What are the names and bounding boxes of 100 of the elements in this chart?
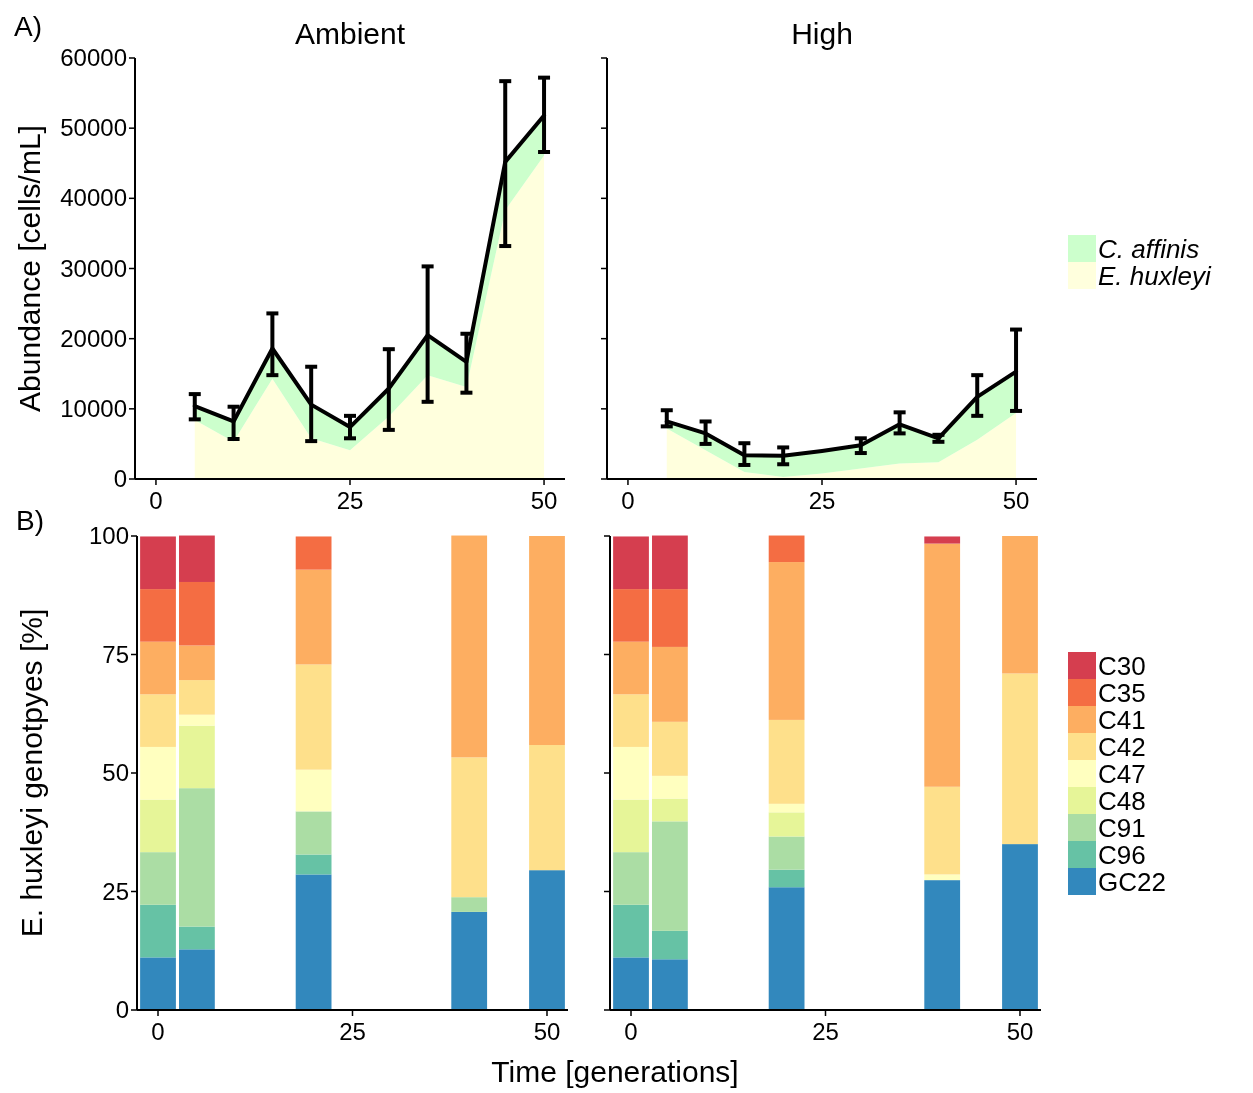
bar — [652, 821, 688, 931]
legend-label: C41 — [1098, 705, 1146, 735]
bar — [179, 645, 215, 681]
bar — [613, 746, 649, 800]
bar — [529, 745, 565, 871]
bar — [140, 904, 176, 958]
y-tick-label: 50 — [102, 759, 129, 786]
y-tick-label: 30000 — [60, 254, 127, 282]
legend-label: C30 — [1098, 651, 1146, 681]
y-tick-label: 60000 — [60, 44, 127, 71]
legend-label: C91 — [1098, 813, 1146, 843]
text: B) — [16, 505, 44, 536]
bar — [924, 543, 961, 787]
bar — [1002, 844, 1038, 1010]
legend-label: C. affinis — [1098, 234, 1200, 264]
legend-label: C47 — [1098, 759, 1146, 789]
y-tick-label: 0 — [113, 465, 127, 492]
bar — [179, 788, 215, 927]
chart-title: High — [791, 17, 853, 50]
x-axis-title: Time [generations] — [491, 1055, 739, 1088]
bar — [140, 536, 176, 590]
legend-label: C35 — [1098, 678, 1146, 708]
bar — [140, 799, 176, 853]
bar — [768, 562, 805, 720]
x-tick-label: 25 — [812, 1018, 839, 1045]
y-tick-label: 25 — [102, 877, 129, 905]
legend-label: C42 — [1098, 732, 1146, 762]
bar — [451, 535, 488, 758]
bar — [652, 589, 688, 647]
bar — [652, 930, 688, 960]
bar — [652, 535, 688, 590]
x-tick-label: 50 — [533, 1018, 561, 1045]
bar — [295, 536, 332, 570]
bar — [179, 926, 215, 950]
y-tick-label: 0 — [115, 996, 129, 1023]
bar — [295, 769, 332, 812]
legend-label: C48 — [1098, 786, 1146, 816]
bar — [529, 536, 565, 746]
bar — [924, 536, 961, 544]
bar — [768, 535, 805, 563]
legend-label: E. huxleyi — [1098, 261, 1212, 291]
legend-label: GC22 — [1098, 867, 1166, 897]
chart-title: Ambient — [294, 17, 406, 50]
bar — [613, 641, 649, 695]
y-tick-label: 50000 — [60, 114, 127, 142]
bar — [924, 786, 961, 875]
bar — [295, 854, 332, 875]
bar — [768, 812, 805, 837]
bar — [613, 957, 649, 1010]
bar — [652, 721, 688, 776]
bar — [768, 803, 805, 813]
y-tick-label: 75 — [102, 640, 129, 668]
text: A) — [14, 11, 42, 42]
bar — [179, 535, 215, 582]
bar — [179, 714, 215, 726]
x-tick-label: 25 — [339, 1018, 366, 1045]
bar — [768, 836, 805, 870]
bar — [295, 811, 332, 855]
bar — [140, 746, 176, 800]
bar — [613, 694, 649, 747]
bar — [451, 757, 488, 898]
bar — [613, 904, 649, 958]
bar — [768, 869, 805, 888]
bar — [179, 680, 215, 715]
bar — [613, 799, 649, 853]
bar — [924, 874, 961, 881]
y-tick-label: 40000 — [60, 184, 127, 212]
y-tick-label: 10000 — [60, 394, 127, 422]
y-axis-title: E. huxleyi genotpyes [%] — [14, 608, 48, 938]
y-tick-label: 100 — [88, 522, 129, 549]
bar — [924, 880, 961, 1010]
bar — [613, 852, 649, 905]
bar — [652, 646, 688, 722]
bar — [140, 852, 176, 905]
x-tick-label: 25 — [336, 487, 364, 514]
bar — [179, 949, 215, 1010]
x-tick-label: 50 — [530, 487, 558, 514]
bar — [1002, 673, 1038, 845]
x-tick-label: 25 — [808, 487, 836, 514]
bar — [140, 694, 176, 747]
y-tick-label: 20000 — [60, 324, 127, 352]
bar — [652, 959, 688, 1010]
x-tick-label: 0 — [621, 487, 635, 514]
bar — [295, 664, 332, 770]
bar — [652, 798, 688, 822]
bar — [652, 775, 688, 799]
bar — [140, 957, 176, 1010]
bar — [613, 589, 649, 642]
y-axis-title: Abundance [cells/mL] — [12, 125, 46, 412]
bar — [295, 569, 332, 665]
bar — [1002, 536, 1038, 674]
x-tick-label: 0 — [151, 1018, 165, 1045]
bar — [529, 870, 565, 1010]
bar — [768, 887, 805, 1010]
x-tick-label: 0 — [624, 1018, 638, 1045]
bar — [179, 581, 215, 646]
bar — [451, 911, 488, 1010]
bar — [451, 897, 488, 912]
bar — [768, 719, 805, 804]
bar — [140, 641, 176, 695]
